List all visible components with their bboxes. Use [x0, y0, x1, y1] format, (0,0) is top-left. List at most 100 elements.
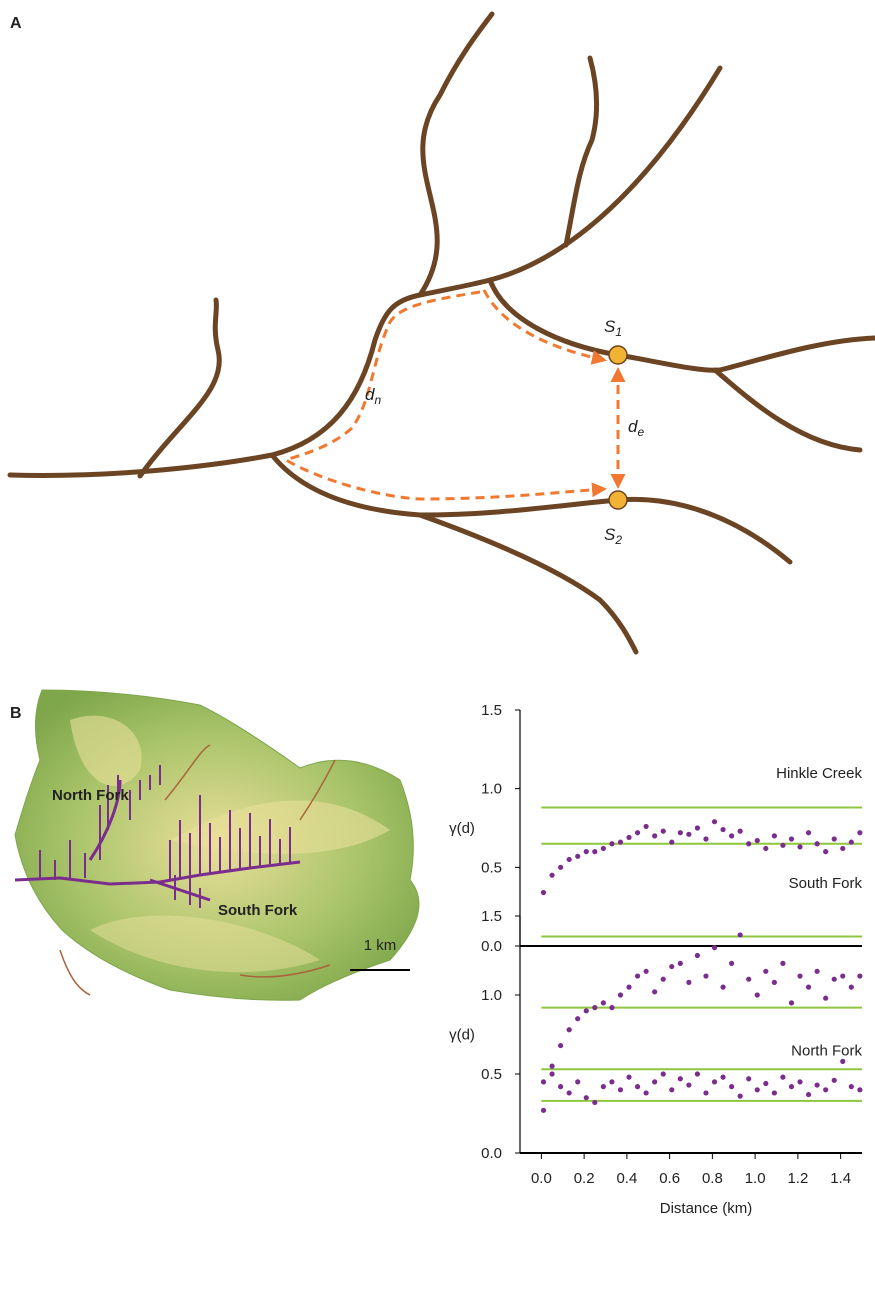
- subscript: n: [374, 393, 381, 407]
- x-tick-label: 0.6: [659, 1170, 680, 1187]
- y-tick-label: 1.0: [481, 987, 502, 1004]
- point: [720, 984, 726, 990]
- y-axis-label: γ(d): [449, 820, 475, 837]
- point: [771, 833, 777, 839]
- point: [558, 1042, 564, 1049]
- point: [558, 864, 564, 870]
- point: [848, 839, 854, 845]
- point: [814, 841, 820, 847]
- point: [549, 872, 555, 878]
- point: [626, 984, 632, 990]
- point: [703, 973, 709, 979]
- point: [540, 1079, 547, 1085]
- distance-label: dn: [365, 385, 381, 407]
- point: [763, 968, 769, 974]
- point: [626, 1074, 632, 1080]
- point: [737, 932, 743, 938]
- point: [609, 1005, 615, 1011]
- point: [729, 833, 735, 839]
- panel-label: B: [10, 705, 22, 722]
- point: [771, 1090, 777, 1096]
- point: [746, 841, 752, 847]
- x-tick-label: 1.4: [830, 1170, 851, 1187]
- point: [788, 836, 795, 842]
- point: [558, 1084, 564, 1090]
- chart-title: Hinkle Creek: [776, 765, 862, 782]
- point: [583, 849, 589, 855]
- point: [746, 1076, 752, 1082]
- point: [677, 960, 683, 967]
- point: [660, 828, 666, 834]
- point: [634, 1084, 641, 1090]
- symbol: d: [628, 417, 638, 436]
- point: [575, 1016, 581, 1022]
- x-tick-label: 0.2: [574, 1170, 595, 1187]
- point: [669, 963, 675, 970]
- point: [583, 1008, 589, 1014]
- point: [840, 973, 846, 979]
- point: [840, 1058, 846, 1064]
- point: [797, 1079, 803, 1085]
- point: [652, 1079, 658, 1085]
- point: [788, 1084, 795, 1090]
- x-tick-label: 0.0: [531, 1170, 552, 1187]
- point: [754, 992, 760, 998]
- point: [831, 1077, 837, 1083]
- subscript: e: [637, 425, 644, 439]
- point: [549, 1063, 555, 1069]
- point: [643, 823, 649, 830]
- point: [677, 830, 683, 836]
- x-axis-label: Distance (km): [660, 1200, 753, 1217]
- point: [814, 968, 820, 974]
- point: [583, 1095, 589, 1101]
- point: [840, 845, 846, 852]
- site: [608, 490, 628, 510]
- point: [575, 853, 581, 859]
- point: [831, 836, 837, 842]
- point: [711, 819, 718, 825]
- path-arrows: [282, 289, 626, 501]
- x-tick-label: 0.4: [616, 1170, 637, 1187]
- point: [729, 960, 735, 967]
- point: [763, 845, 769, 852]
- x-tick-label: 1.0: [745, 1170, 766, 1187]
- point: [617, 992, 624, 998]
- point: [771, 979, 777, 985]
- point: [797, 973, 803, 979]
- scale-label: 1 km: [364, 937, 397, 954]
- point: [677, 1076, 683, 1082]
- point: [831, 976, 837, 982]
- point: [669, 1087, 675, 1093]
- point: [600, 845, 606, 852]
- point: [805, 830, 812, 836]
- subscript: 2: [614, 533, 622, 547]
- point: [694, 825, 701, 831]
- point: [566, 856, 572, 863]
- point: [669, 839, 675, 845]
- point: [694, 952, 701, 959]
- y-tick-label: 1.5: [481, 908, 502, 925]
- point: [703, 836, 709, 842]
- point: [592, 1099, 598, 1106]
- point: [634, 830, 641, 836]
- point: [737, 1093, 743, 1099]
- point: [566, 1027, 572, 1033]
- point: [814, 1082, 820, 1088]
- point: [711, 945, 718, 951]
- point: [686, 831, 692, 837]
- point: [634, 973, 641, 979]
- point: [600, 1084, 606, 1090]
- point: [780, 960, 786, 967]
- y-tick-label: 0.0: [481, 938, 502, 955]
- point: [848, 984, 854, 990]
- point: [540, 889, 547, 896]
- point: [660, 1071, 666, 1077]
- symbol: d: [365, 385, 375, 404]
- point: [857, 1087, 863, 1093]
- site-label: S1: [604, 317, 622, 339]
- point: [609, 1079, 615, 1085]
- series-label: North Fork: [791, 1043, 862, 1060]
- point: [540, 1107, 547, 1113]
- point: [617, 1087, 624, 1093]
